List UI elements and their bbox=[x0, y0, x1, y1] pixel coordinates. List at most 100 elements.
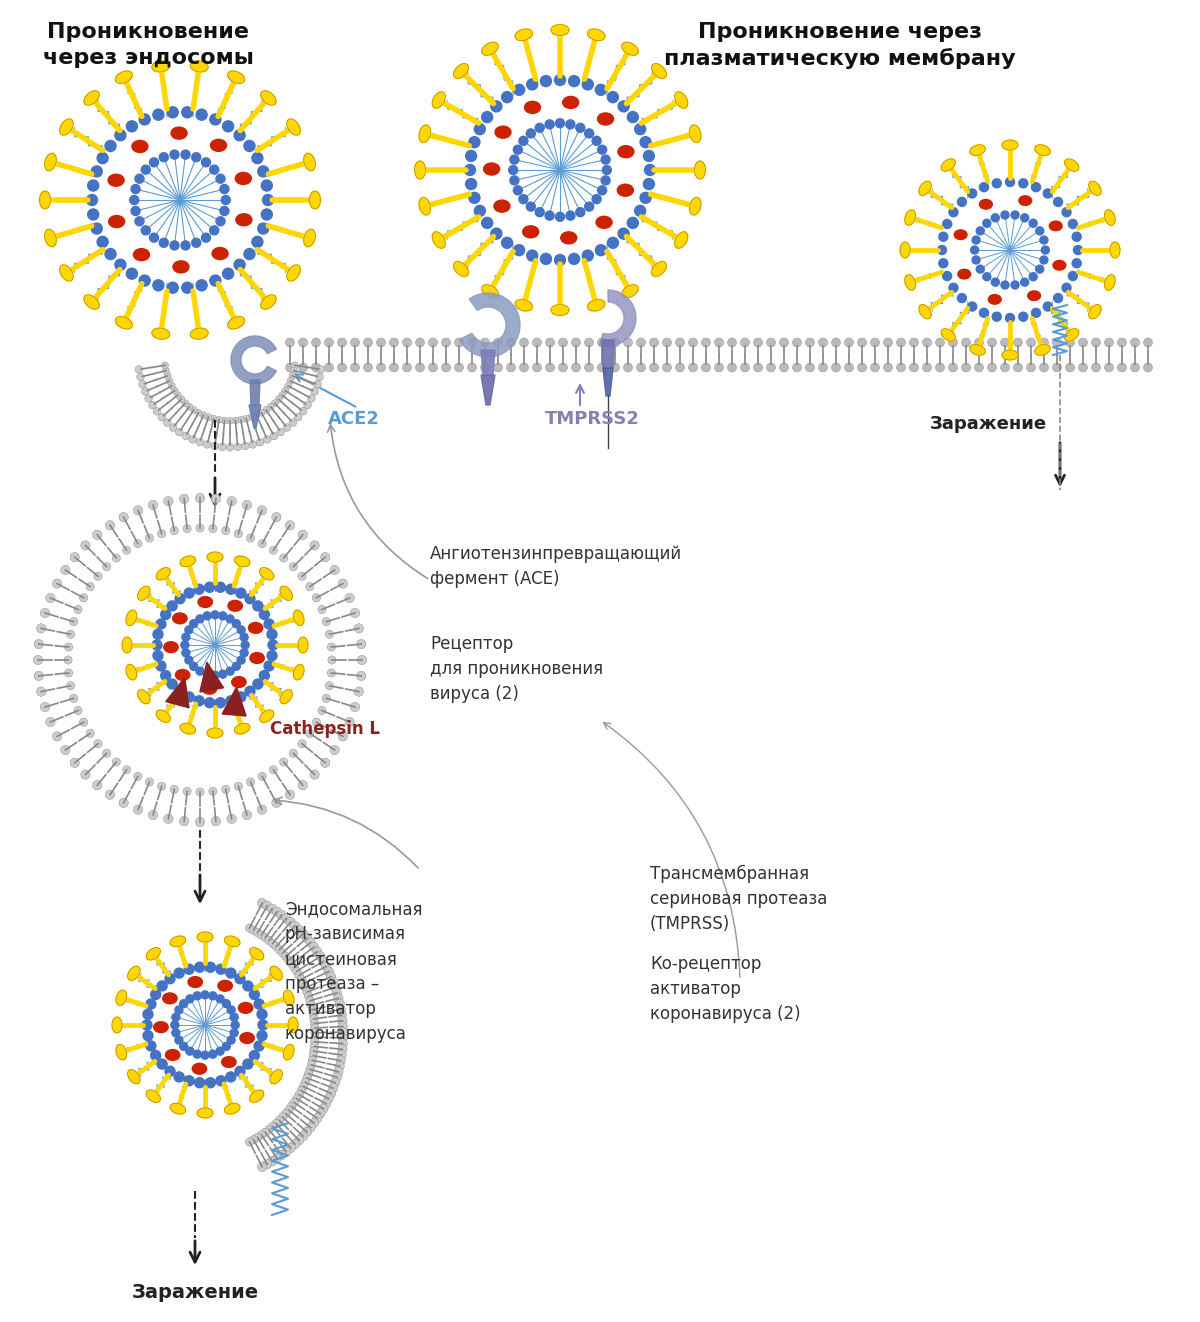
Ellipse shape bbox=[551, 25, 569, 36]
Circle shape bbox=[272, 1154, 282, 1163]
Circle shape bbox=[80, 769, 90, 779]
Circle shape bbox=[253, 411, 260, 419]
Circle shape bbox=[518, 136, 528, 145]
Circle shape bbox=[988, 364, 996, 371]
Circle shape bbox=[1054, 293, 1062, 303]
Circle shape bbox=[322, 961, 331, 972]
Circle shape bbox=[350, 338, 360, 346]
Ellipse shape bbox=[127, 966, 140, 981]
Circle shape bbox=[584, 364, 594, 371]
Ellipse shape bbox=[419, 197, 431, 215]
Circle shape bbox=[257, 505, 266, 516]
Circle shape bbox=[595, 85, 606, 95]
Circle shape bbox=[298, 739, 306, 748]
Ellipse shape bbox=[310, 190, 320, 209]
Ellipse shape bbox=[222, 1056, 236, 1067]
Circle shape bbox=[1039, 364, 1049, 371]
Circle shape bbox=[558, 364, 568, 371]
Circle shape bbox=[182, 787, 191, 796]
Circle shape bbox=[174, 968, 184, 978]
Ellipse shape bbox=[152, 61, 169, 71]
Circle shape bbox=[88, 209, 98, 219]
Circle shape bbox=[180, 817, 188, 826]
Circle shape bbox=[122, 765, 131, 773]
Circle shape bbox=[167, 282, 179, 293]
Circle shape bbox=[298, 976, 306, 984]
Ellipse shape bbox=[596, 217, 612, 229]
Circle shape bbox=[151, 1051, 161, 1060]
Circle shape bbox=[202, 992, 209, 999]
Circle shape bbox=[961, 364, 971, 371]
Circle shape bbox=[818, 364, 828, 371]
Ellipse shape bbox=[617, 184, 634, 196]
Circle shape bbox=[196, 439, 204, 446]
Circle shape bbox=[305, 993, 313, 1001]
Circle shape bbox=[163, 419, 172, 427]
Ellipse shape bbox=[203, 683, 217, 694]
Ellipse shape bbox=[970, 145, 985, 156]
Circle shape bbox=[257, 1009, 268, 1019]
Circle shape bbox=[227, 1006, 235, 1014]
Circle shape bbox=[283, 424, 290, 431]
Circle shape bbox=[289, 563, 298, 571]
Circle shape bbox=[317, 366, 325, 373]
Circle shape bbox=[268, 403, 274, 410]
Circle shape bbox=[209, 1050, 217, 1058]
Circle shape bbox=[259, 670, 269, 681]
Circle shape bbox=[527, 79, 538, 90]
Circle shape bbox=[156, 661, 166, 672]
Circle shape bbox=[506, 364, 516, 371]
Circle shape bbox=[200, 411, 206, 419]
Circle shape bbox=[86, 730, 95, 738]
Circle shape bbox=[151, 989, 161, 999]
Circle shape bbox=[160, 153, 168, 161]
Circle shape bbox=[977, 227, 984, 235]
Circle shape bbox=[257, 1031, 268, 1040]
Circle shape bbox=[566, 120, 575, 128]
Text: ACE2: ACE2 bbox=[328, 410, 380, 428]
Ellipse shape bbox=[432, 231, 445, 249]
Ellipse shape bbox=[146, 1091, 161, 1103]
Circle shape bbox=[253, 602, 263, 611]
Ellipse shape bbox=[173, 613, 187, 624]
Circle shape bbox=[163, 497, 173, 506]
Circle shape bbox=[226, 1072, 236, 1081]
Circle shape bbox=[209, 525, 217, 533]
Circle shape bbox=[493, 364, 503, 371]
Circle shape bbox=[216, 964, 226, 974]
Circle shape bbox=[584, 202, 594, 212]
Circle shape bbox=[175, 1036, 182, 1044]
Ellipse shape bbox=[283, 1044, 294, 1060]
Circle shape bbox=[194, 1077, 205, 1088]
Circle shape bbox=[185, 656, 193, 664]
Circle shape bbox=[134, 217, 144, 226]
Circle shape bbox=[242, 500, 252, 510]
Circle shape bbox=[196, 524, 204, 533]
Ellipse shape bbox=[152, 328, 169, 340]
Circle shape bbox=[294, 414, 302, 420]
Text: Заражение: Заражение bbox=[930, 415, 1048, 434]
Circle shape bbox=[194, 962, 205, 972]
Circle shape bbox=[805, 338, 815, 346]
Circle shape bbox=[607, 91, 618, 103]
Circle shape bbox=[468, 364, 476, 371]
Circle shape bbox=[310, 1047, 318, 1055]
Circle shape bbox=[53, 731, 62, 742]
Circle shape bbox=[1079, 338, 1087, 346]
Circle shape bbox=[46, 718, 55, 727]
Circle shape bbox=[628, 111, 638, 123]
Circle shape bbox=[938, 259, 948, 268]
Ellipse shape bbox=[170, 936, 186, 947]
Circle shape bbox=[34, 672, 43, 681]
Circle shape bbox=[133, 805, 143, 814]
Circle shape bbox=[196, 493, 205, 502]
Circle shape bbox=[211, 494, 221, 504]
Circle shape bbox=[146, 999, 156, 1009]
Circle shape bbox=[316, 952, 325, 961]
Circle shape bbox=[238, 625, 245, 635]
Circle shape bbox=[344, 718, 354, 727]
Ellipse shape bbox=[989, 295, 1001, 304]
Circle shape bbox=[234, 259, 245, 270]
Circle shape bbox=[334, 994, 343, 1003]
Circle shape bbox=[491, 100, 502, 112]
